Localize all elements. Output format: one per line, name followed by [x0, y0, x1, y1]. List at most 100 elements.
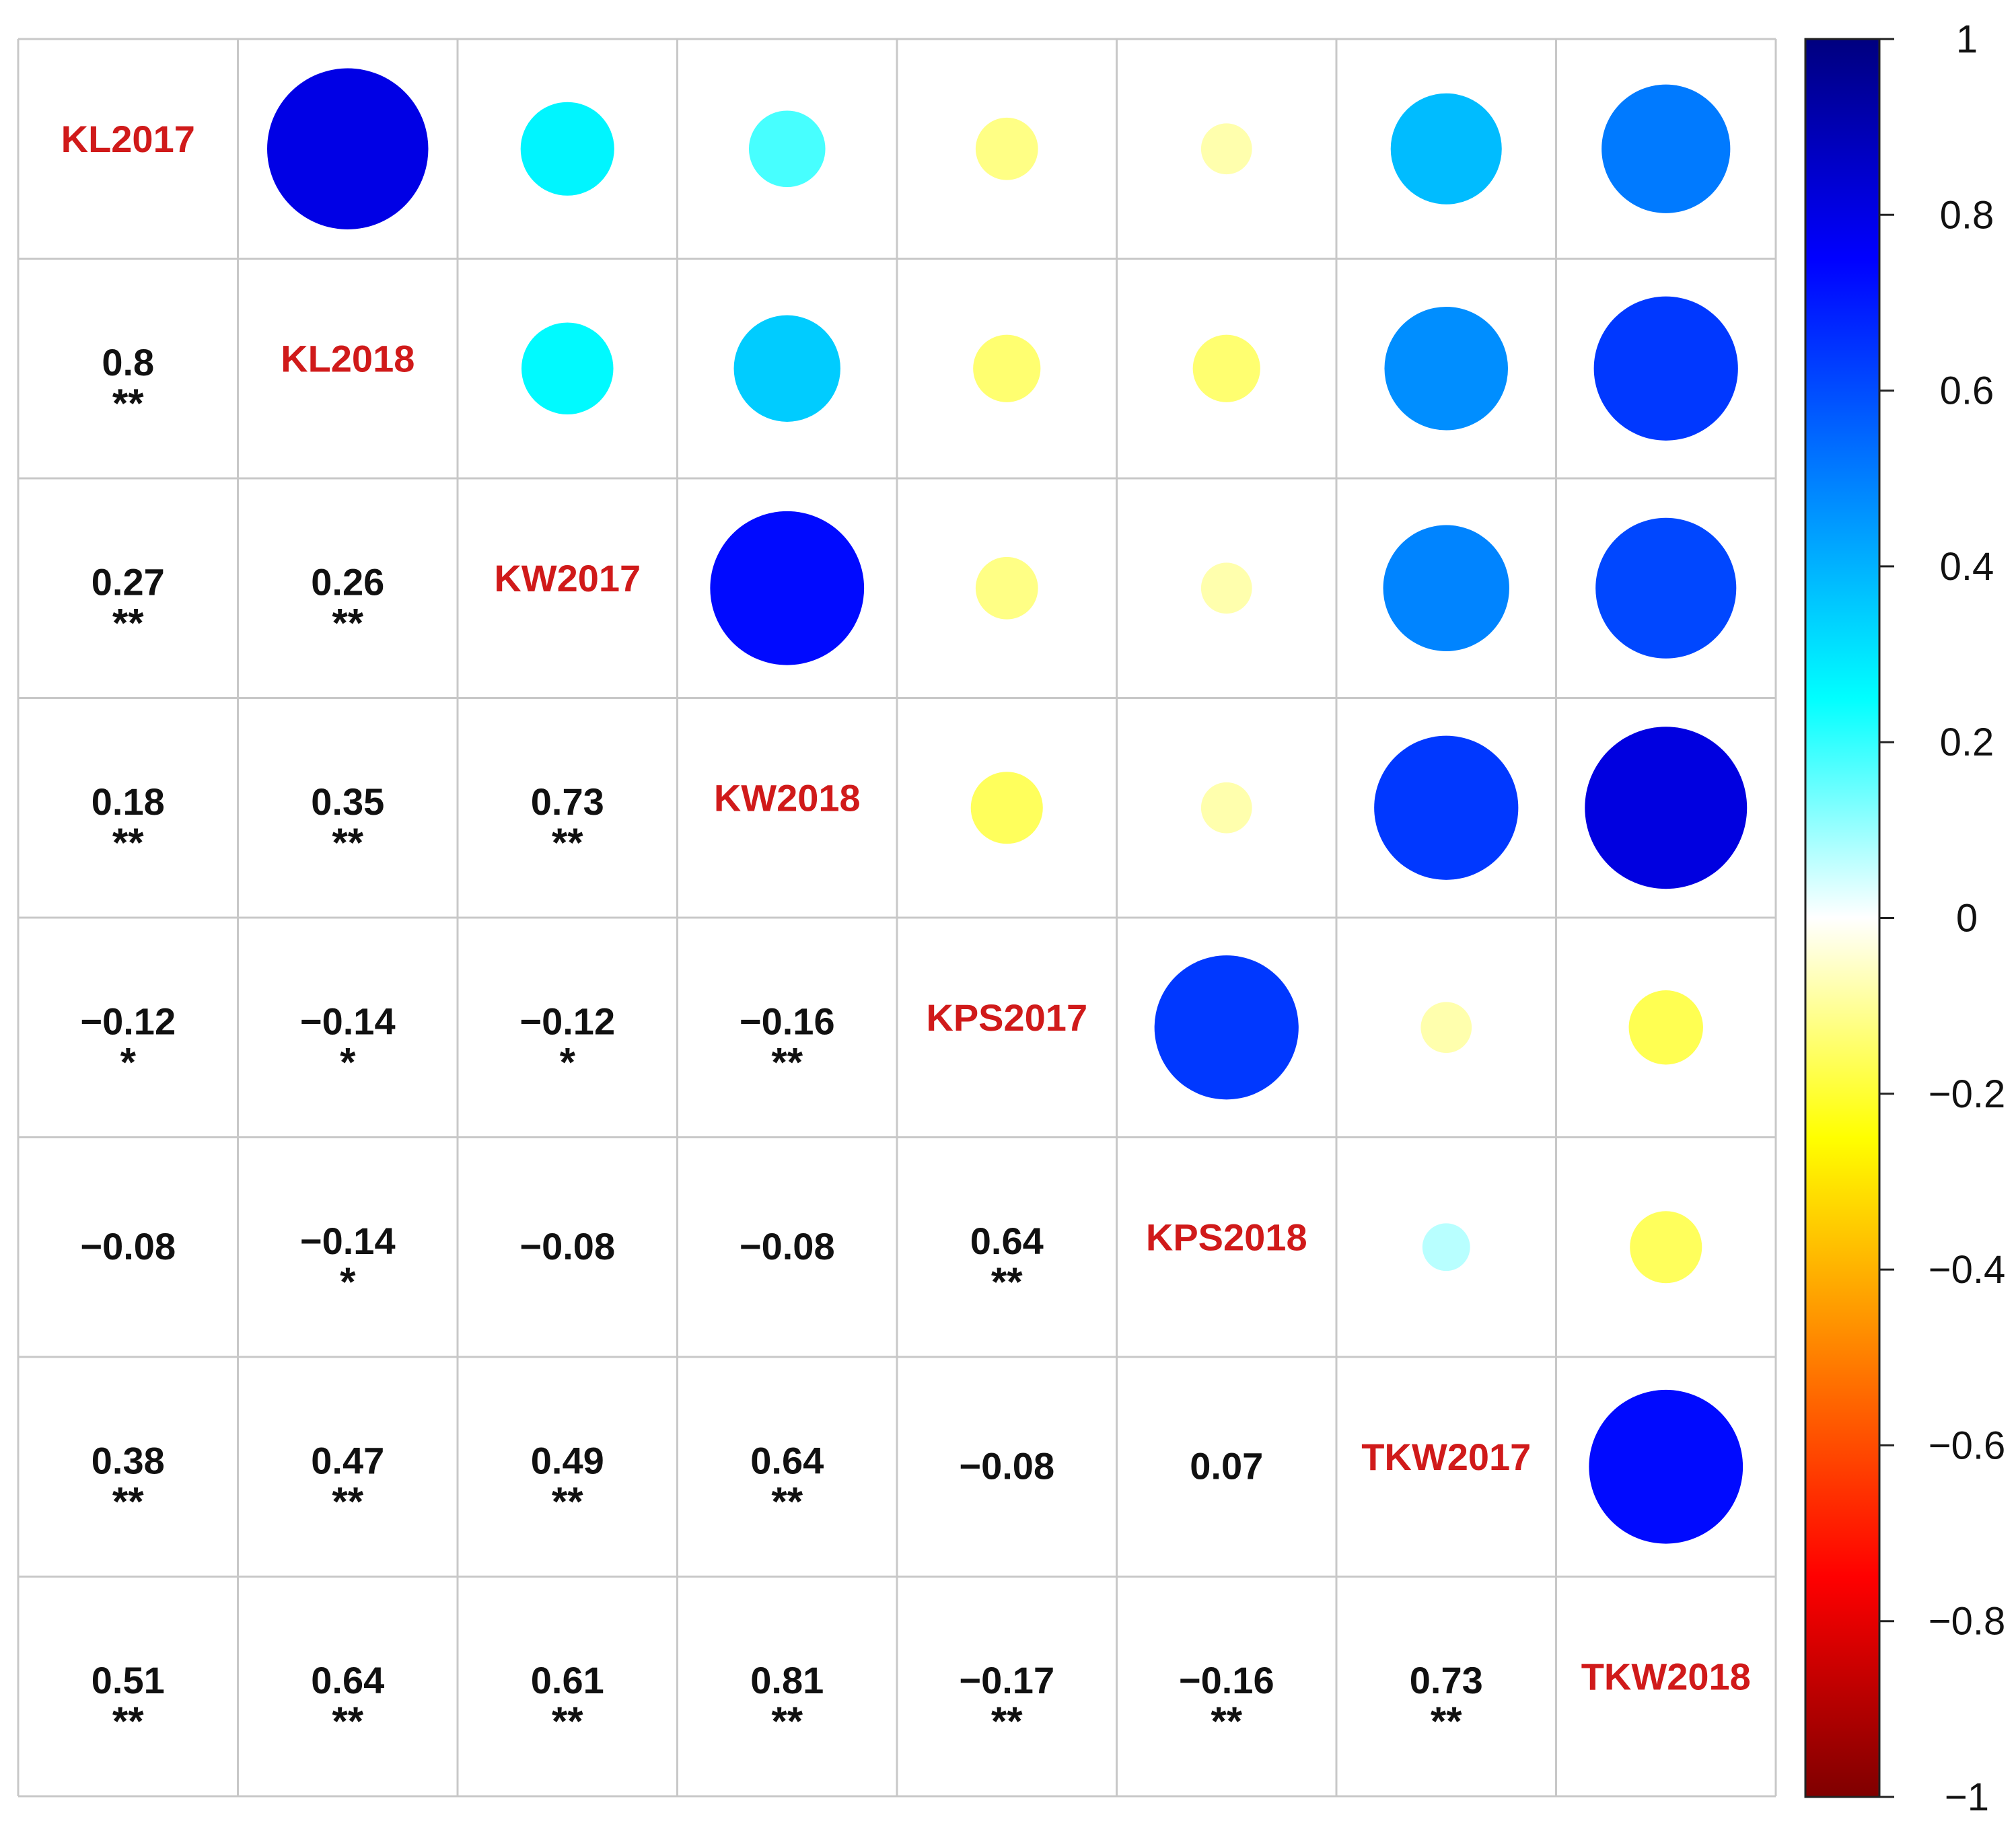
- variable-label-kps2018: KPS2018: [1146, 1216, 1307, 1259]
- significance-stars: *: [340, 1259, 356, 1304]
- correlation-circle-kl2018-kw2018: [733, 315, 840, 422]
- correlation-circle-kw2017-tkw2017: [1383, 525, 1509, 651]
- significance-stars: **: [332, 820, 363, 865]
- correlation-value: 0.61: [531, 1659, 604, 1701]
- correlation-value: −0.08: [959, 1444, 1054, 1487]
- correlation-circle-kw2017-kps2017: [975, 556, 1038, 620]
- correlation-value: −0.17: [959, 1659, 1054, 1701]
- correlation-value: 0.73: [531, 780, 604, 823]
- variable-label-kw2017: KW2017: [494, 557, 641, 599]
- significance-stars: **: [552, 1479, 583, 1524]
- correlation-value: −0.14: [300, 1220, 396, 1262]
- significance-stars: *: [340, 1039, 356, 1084]
- significance-stars: **: [112, 820, 144, 865]
- correlation-circle-kps2018-tkw2017: [1422, 1223, 1470, 1272]
- significance-stars: **: [771, 1479, 803, 1524]
- correlation-value: 0.8: [102, 341, 154, 383]
- correlation-circle-kl2018-kps2017: [973, 334, 1041, 402]
- correlation-value: 0.51: [92, 1659, 165, 1701]
- colorbar-tick-label: 0.2: [1940, 721, 1994, 764]
- correlation-value: −0.12: [519, 1000, 615, 1042]
- variable-label-kw2018: KW2018: [714, 777, 861, 819]
- significance-stars: **: [991, 1259, 1023, 1304]
- correlation-value: −0.08: [740, 1225, 835, 1267]
- correlation-circle-kw2018-tkw2018: [1585, 727, 1748, 889]
- colorbar-tick-label: 1: [1956, 17, 1978, 61]
- correlation-value: −0.16: [740, 1000, 835, 1042]
- correlation-circle-kw2017-tkw2018: [1595, 517, 1737, 659]
- variable-label-kps2017: KPS2017: [926, 996, 1087, 1039]
- colorbar-tick-label: 0.4: [1940, 545, 1994, 589]
- correlation-value: 0.64: [970, 1220, 1044, 1262]
- correlation-circle-kw2017-kps2018: [1200, 562, 1252, 614]
- grid-lines: [17, 38, 1777, 1798]
- colorbar-gradient: [1804, 38, 1881, 1798]
- correlation-circle-kps2017-kps2018: [1154, 955, 1299, 1100]
- significance-stars: **: [112, 1479, 144, 1524]
- significance-stars: **: [332, 1699, 363, 1744]
- significance-stars: **: [552, 820, 583, 865]
- correlation-value: 0.64: [750, 1439, 824, 1481]
- correlation-circle-kps2018-tkw2018: [1630, 1211, 1702, 1284]
- correlation-circle-kl2018-kps2018: [1192, 334, 1260, 402]
- correlation-value: 0.38: [92, 1439, 165, 1481]
- correlation-value: 0.26: [311, 560, 384, 603]
- colorbar-tick-label: −1: [1945, 1775, 1989, 1819]
- correlation-value: 0.73: [1410, 1659, 1483, 1701]
- significance-stars: **: [1211, 1699, 1242, 1744]
- variable-label-kl2018: KL2018: [281, 338, 415, 380]
- correlation-circle-kw2018-kps2018: [1200, 782, 1252, 834]
- significance-stars: **: [332, 600, 363, 645]
- significance-stars: **: [112, 1699, 144, 1744]
- correlation-circle-kl2017-kps2018: [1200, 123, 1252, 175]
- correlation-value: 0.18: [92, 780, 165, 823]
- significance-stars: **: [112, 600, 144, 645]
- correlation-value: −0.14: [300, 1000, 396, 1042]
- significance-stars: **: [991, 1699, 1023, 1744]
- correlation-circle-kl2017-kw2017: [520, 102, 614, 196]
- significance-stars: **: [771, 1039, 803, 1084]
- correlation-circle-kl2017-kl2018: [267, 68, 429, 229]
- colorbar-tick-label: 0.6: [1940, 369, 1994, 413]
- correlation-value: −0.08: [80, 1225, 176, 1267]
- correlation-value: 0.47: [311, 1439, 384, 1481]
- variable-label-tkw2018: TKW2018: [1581, 1656, 1751, 1698]
- significance-stars: *: [560, 1039, 576, 1084]
- significance-stars: **: [1431, 1699, 1462, 1744]
- correlation-value: 0.64: [311, 1659, 384, 1701]
- matrix-cells: KL20170.8**KL20180.27**0.26**KW20170.18*…: [61, 68, 1751, 1744]
- correlation-value: −0.08: [519, 1225, 615, 1267]
- colorbar-tick-label: −0.8: [1929, 1600, 2006, 1644]
- correlation-value: −0.12: [80, 1000, 176, 1042]
- correlation-circle-kw2018-kps2017: [970, 772, 1043, 844]
- correlation-circle-kw2017-kw2018: [710, 511, 865, 665]
- correlation-circle-kl2017-kps2017: [975, 117, 1038, 180]
- significance-stars: **: [771, 1699, 803, 1744]
- correlation-value: 0.27: [92, 560, 165, 603]
- significance-stars: **: [112, 381, 144, 426]
- colorbar: 1 0.8 0.6 0.4 0.2 0 −0.2 −0.4 −0.6 −0.8 −1: [1804, 17, 2006, 1819]
- colorbar-tick-label: −0.2: [1929, 1072, 2006, 1116]
- variable-label-kl2017: KL2017: [61, 118, 195, 160]
- correlation-circle-kl2018-kw2017: [521, 322, 614, 415]
- significance-stars: *: [120, 1039, 137, 1084]
- significance-stars: **: [332, 1479, 363, 1524]
- correlation-circle-kl2018-tkw2017: [1384, 306, 1509, 431]
- correlation-value: 0.35: [311, 780, 384, 823]
- correlation-circle-kps2017-tkw2018: [1628, 990, 1703, 1065]
- correlation-circle-kl2017-tkw2018: [1601, 84, 1731, 213]
- correlation-circle-tkw2017-tkw2018: [1589, 1389, 1743, 1544]
- correlation-circle-kl2017-kw2018: [748, 110, 826, 188]
- correlation-circle-kl2018-tkw2018: [1593, 296, 1738, 441]
- correlation-value: 0.81: [750, 1659, 824, 1701]
- correlation-value: 0.07: [1190, 1444, 1263, 1487]
- correlation-circle-kl2017-tkw2017: [1390, 93, 1502, 205]
- colorbar-tick-label: −0.6: [1929, 1424, 2006, 1467]
- correlation-value: 0.49: [531, 1439, 604, 1481]
- correlation-circle-kw2018-tkw2017: [1374, 735, 1519, 880]
- colorbar-tick-label: 0.8: [1940, 193, 1994, 237]
- significance-stars: **: [552, 1699, 583, 1744]
- colorbar-tick-label: 0: [1956, 897, 1978, 941]
